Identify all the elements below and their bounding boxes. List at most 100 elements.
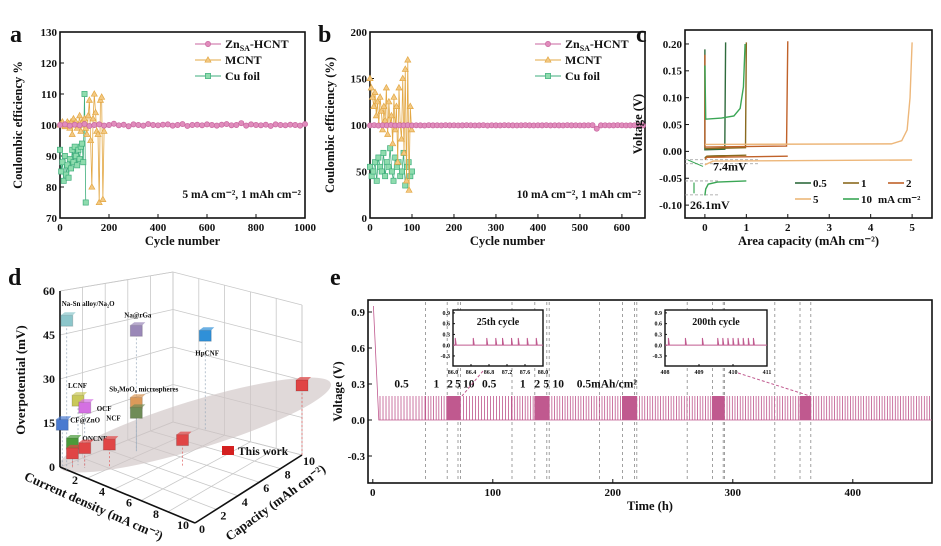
this-work-cube	[102, 436, 119, 451]
y-tick-label: 90	[46, 151, 58, 163]
panel-letter-a: a	[10, 22, 22, 48]
plot-frame	[452, 309, 544, 367]
x-tick-label: 0	[367, 222, 373, 234]
data-point	[378, 168, 385, 175]
y-axis-title: Coulombic efficiency (%)	[323, 57, 337, 193]
overpotential-label-7.4mV: 7.4mV	[713, 160, 747, 174]
data-point	[58, 168, 65, 175]
data-point	[267, 122, 274, 129]
literature-cube	[198, 327, 215, 342]
floor-grid-line	[167, 448, 277, 513]
inset-voltage-trace	[665, 337, 767, 346]
plating-curve-5	[704, 159, 913, 166]
data-point	[68, 165, 74, 172]
data-point	[292, 122, 299, 128]
data-point	[89, 114, 97, 122]
point-label: NCF	[106, 414, 120, 422]
data-point	[238, 120, 245, 127]
dense-cycling-block	[622, 396, 637, 420]
y-tick-label: 0.6	[443, 322, 451, 328]
annotation-arrow	[687, 159, 704, 167]
left-wall-grid-line	[59, 346, 174, 380]
data-point	[366, 74, 374, 82]
panel-c-chart: 0 1 2 3 4 5 -0.10 -0.05 0.00 0.05 0.10 0.15 0.20 Area…	[631, 29, 933, 248]
y-tick-label: 100	[351, 120, 368, 132]
data-point	[140, 122, 147, 129]
data-point	[71, 121, 78, 128]
plot-frame	[367, 299, 933, 484]
data-point	[375, 154, 382, 161]
literature-cube	[129, 404, 146, 419]
inset-voltage-trace	[453, 337, 543, 346]
data-point	[79, 140, 85, 147]
cube-top	[78, 399, 94, 403]
legend-label: Cu foil	[565, 69, 601, 83]
cube-top	[72, 392, 88, 396]
y-tick-label: 0.20	[663, 39, 683, 51]
data-point	[395, 83, 403, 91]
data-point	[90, 90, 98, 97]
data-point	[76, 111, 84, 119]
data-point	[159, 121, 166, 128]
this-work-cube	[65, 444, 82, 460]
data-point	[370, 102, 378, 109]
legend-marker-square	[545, 73, 551, 79]
data-point	[593, 125, 600, 132]
data-point	[380, 149, 387, 156]
data-point	[91, 122, 98, 128]
cube-top	[103, 436, 119, 440]
y-axis-title: Voltage (V)	[631, 94, 645, 154]
data-point	[402, 176, 411, 184]
y-tick-label: -0.3	[348, 451, 366, 463]
data-point	[76, 122, 83, 129]
data-point	[287, 121, 294, 128]
inset-background	[665, 310, 767, 366]
data-point	[376, 93, 384, 100]
x-tick-label: 600	[199, 222, 216, 234]
legend-label: MCNT	[225, 53, 262, 67]
data-point	[74, 162, 81, 169]
x-tick-label: 86.0	[448, 370, 459, 376]
inset-connector	[737, 372, 811, 397]
x-tick-label: 409	[695, 370, 704, 376]
cube-top	[56, 416, 72, 420]
legend-label-main: Zn	[225, 37, 240, 51]
y-tick-label: 70	[46, 213, 58, 225]
x-tick-label: 410	[729, 370, 738, 376]
data-point	[174, 122, 181, 128]
plating-curve-1	[704, 154, 747, 159]
y-tick-label: 0.3	[655, 333, 663, 339]
rate-label: 1	[520, 379, 526, 391]
rate-label: 10	[552, 379, 564, 391]
data-point	[385, 97, 393, 105]
dense-cycling-block	[712, 396, 725, 420]
data-point	[106, 122, 112, 128]
y-tick-label: 0.0	[351, 415, 365, 427]
legend-label-this-work: This work	[238, 446, 289, 458]
data-point	[257, 122, 264, 129]
data-point	[120, 121, 127, 128]
data-point	[59, 159, 66, 166]
data-point	[384, 130, 392, 137]
voltage-trace	[373, 305, 932, 421]
point-label: Na-Sn alloy/Na₂O	[62, 300, 115, 308]
x-tick-label: 600	[614, 222, 631, 234]
point-label: Na@rGa	[124, 311, 152, 319]
cube-top	[296, 377, 311, 380]
x-tick-label: 200	[605, 487, 622, 499]
data-point	[282, 122, 289, 129]
data-point	[115, 122, 122, 129]
data-point	[96, 121, 103, 128]
stripping-curve-1	[704, 42, 748, 150]
z-tick-label: 30	[43, 372, 55, 386]
y-tick-label: 2	[220, 508, 226, 522]
inset-connector	[461, 370, 484, 397]
y-tick-label: 0.05	[663, 119, 683, 131]
legend-label-rest: -HCNT	[250, 37, 289, 51]
data-point	[368, 93, 377, 100]
data-point	[272, 121, 279, 128]
data-point	[390, 177, 397, 184]
data-point	[100, 127, 108, 134]
point-label: Sb₂MoO₆ microspheres	[109, 385, 178, 393]
data-point	[372, 159, 378, 166]
